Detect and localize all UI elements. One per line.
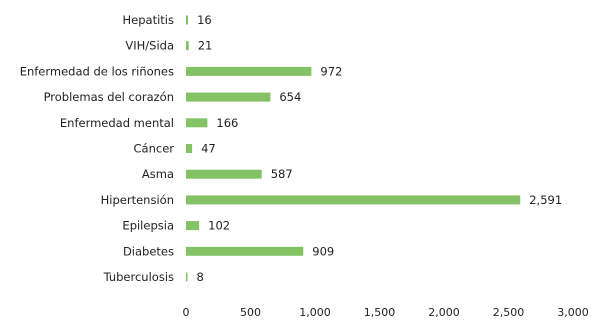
category-labels: Hepatitis VIH/Sida Enfermedad de los riñon… xyxy=(20,13,175,284)
x-tick-label: 0 xyxy=(183,306,190,319)
x-tick-label: 2,000 xyxy=(428,306,460,319)
x-axis-tick-labels: 0 500 1,000 1,500 2,000 2,500 3,000 xyxy=(183,306,589,319)
bar-asma xyxy=(186,169,262,179)
x-tick-label: 2,500 xyxy=(493,306,525,319)
bars-group xyxy=(186,15,521,282)
bar-diabetes xyxy=(186,246,304,256)
category-label-enfermedad-de-los-rinones: Enfermedad de los riñones xyxy=(20,64,174,78)
x-tick-label: 1,000 xyxy=(299,306,331,319)
category-label-vih-sida: VIH/Sida xyxy=(125,39,174,53)
value-label-asma: 587 xyxy=(271,167,293,181)
category-label-enfermedad-mental: Enfermedad mental xyxy=(60,116,174,130)
value-label-hipertension: 2,591 xyxy=(529,193,562,207)
category-label-problemas-del-corazon: Problemas del corazón xyxy=(44,90,174,104)
category-label-hipertension: Hipertensión xyxy=(101,193,174,207)
value-label-diabetes: 909 xyxy=(312,244,334,258)
value-label-hepatitis: 16 xyxy=(197,13,212,27)
category-label-epilepsia: Epilepsia xyxy=(122,219,174,233)
value-label-enfermedad-de-los-rinones: 972 xyxy=(320,64,342,78)
bar-enfermedad-mental xyxy=(186,118,208,128)
category-label-cancer: Cáncer xyxy=(134,142,175,156)
bar-hepatitis xyxy=(186,15,189,25)
category-label-asma: Asma xyxy=(142,167,174,181)
bar-tuberculosis xyxy=(186,272,188,282)
x-tick-label: 1,500 xyxy=(364,306,396,319)
bar-problemas-del-corazon xyxy=(186,92,271,102)
category-label-diabetes: Diabetes xyxy=(123,244,174,258)
bar-hipertension xyxy=(186,195,521,205)
value-label-cancer: 47 xyxy=(201,142,216,156)
category-label-tuberculosis: Tuberculosis xyxy=(103,270,174,284)
bar-epilepsia xyxy=(186,221,200,231)
bar-vih-sida xyxy=(186,41,189,51)
bar-enfermedad-de-los-rinones xyxy=(186,66,312,76)
category-label-hepatitis: Hepatitis xyxy=(123,13,174,27)
value-label-tuberculosis: 8 xyxy=(197,270,204,284)
x-tick-label: 500 xyxy=(240,306,261,319)
value-label-problemas-del-corazon: 654 xyxy=(279,90,301,104)
bar-cancer xyxy=(186,144,193,153)
value-label-enfermedad-mental: 166 xyxy=(216,116,238,130)
value-label-vih-sida: 21 xyxy=(198,39,213,53)
value-label-epilepsia: 102 xyxy=(208,219,230,233)
x-tick-label: 3,000 xyxy=(557,306,589,319)
